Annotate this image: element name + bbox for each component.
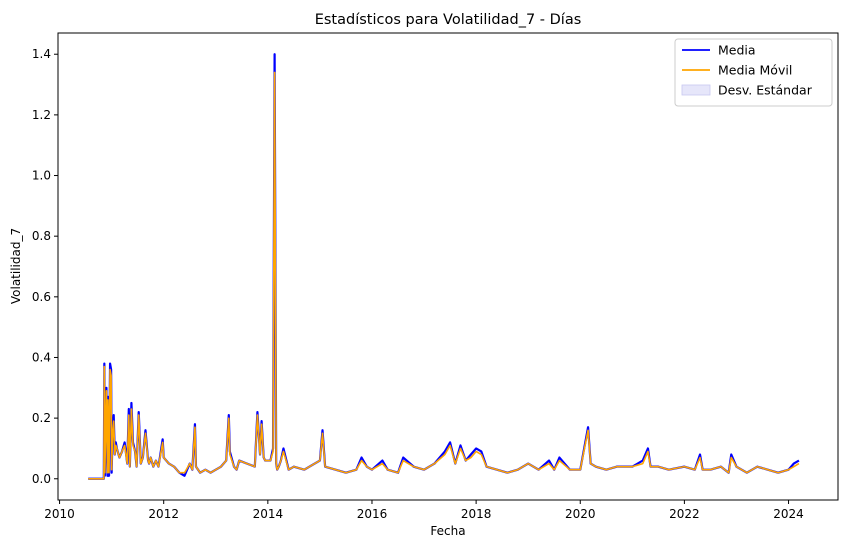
series-line-media-movil bbox=[88, 71, 800, 480]
y-tick-label: 0.2 bbox=[32, 411, 51, 425]
x-tick-label: 2018 bbox=[461, 507, 492, 521]
series-layer bbox=[88, 53, 800, 480]
x-tick-label: 2014 bbox=[253, 507, 284, 521]
x-axis-ticks: 2010 2012 2014 2016 2018 2020 2022 2024 bbox=[44, 500, 804, 521]
legend-swatch bbox=[681, 84, 711, 96]
y-tick-label: 1.2 bbox=[32, 108, 51, 122]
y-tick-label: 1.4 bbox=[32, 47, 51, 61]
x-tick-label: 2024 bbox=[773, 507, 804, 521]
chart-title: Estadísticos para Volatilidad_7 - Días bbox=[315, 12, 582, 28]
y-tick-label: 0.0 bbox=[32, 472, 51, 486]
y-axis-title: Volatilidad_7 bbox=[9, 228, 23, 304]
y-tick-label: 1.0 bbox=[32, 169, 51, 183]
x-tick-label: 2020 bbox=[565, 507, 596, 521]
plot-area-frame bbox=[57, 32, 839, 501]
legend-label: Desv. Estándar bbox=[718, 83, 813, 98]
x-axis-title: Fecha bbox=[430, 524, 465, 538]
y-tick-label: 0.8 bbox=[32, 229, 51, 243]
x-tick-label: 2010 bbox=[44, 507, 75, 521]
x-tick-label: 2016 bbox=[357, 507, 388, 521]
y-tick-label: 0.6 bbox=[32, 290, 51, 304]
x-tick-label: 2022 bbox=[669, 507, 700, 521]
legend-label: Media Móvil bbox=[718, 63, 792, 78]
legend: Media Media Móvil Desv. Estándar bbox=[674, 38, 833, 107]
x-tick-label: 2012 bbox=[148, 507, 179, 521]
legend-label: Media bbox=[718, 43, 756, 58]
y-axis-ticks: 0.0 0.2 0.4 0.6 0.8 1.0 1.2 1.4 bbox=[32, 47, 58, 486]
y-tick-label: 0.4 bbox=[32, 350, 51, 364]
legend-box bbox=[674, 38, 833, 107]
